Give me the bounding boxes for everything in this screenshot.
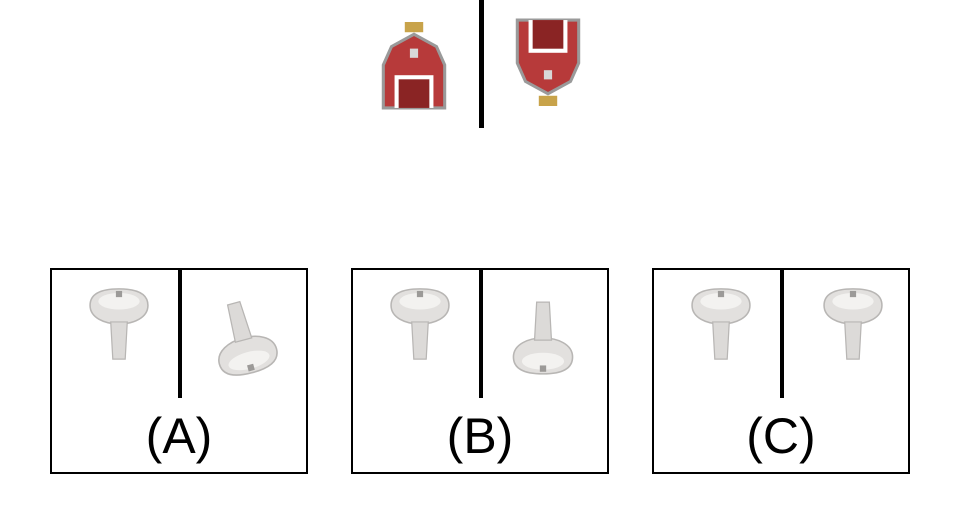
option-a-label: (A)	[145, 408, 213, 464]
sink-upright-icon	[691, 288, 751, 360]
option-b[interactable]: (B)	[351, 268, 609, 474]
example-divider	[479, 0, 484, 128]
option-b-label: (B)	[446, 408, 514, 464]
sink-upright-icon	[390, 288, 450, 360]
sink-mirrored-icon	[823, 288, 883, 360]
sink-rotated-icon	[208, 300, 278, 376]
option-c-label: (C)	[746, 408, 816, 464]
sink-upright-icon	[89, 288, 149, 360]
option-c[interactable]: (C)	[652, 268, 910, 474]
option-b-divider	[479, 270, 483, 398]
barn-upright-icon	[381, 22, 447, 110]
example-pair	[372, 0, 592, 130]
option-a[interactable]: (A)	[50, 268, 308, 474]
option-c-divider	[780, 270, 784, 398]
option-a-divider	[178, 270, 182, 398]
sink-flipped-icon	[512, 301, 574, 375]
barn-flipped-icon	[515, 18, 581, 106]
